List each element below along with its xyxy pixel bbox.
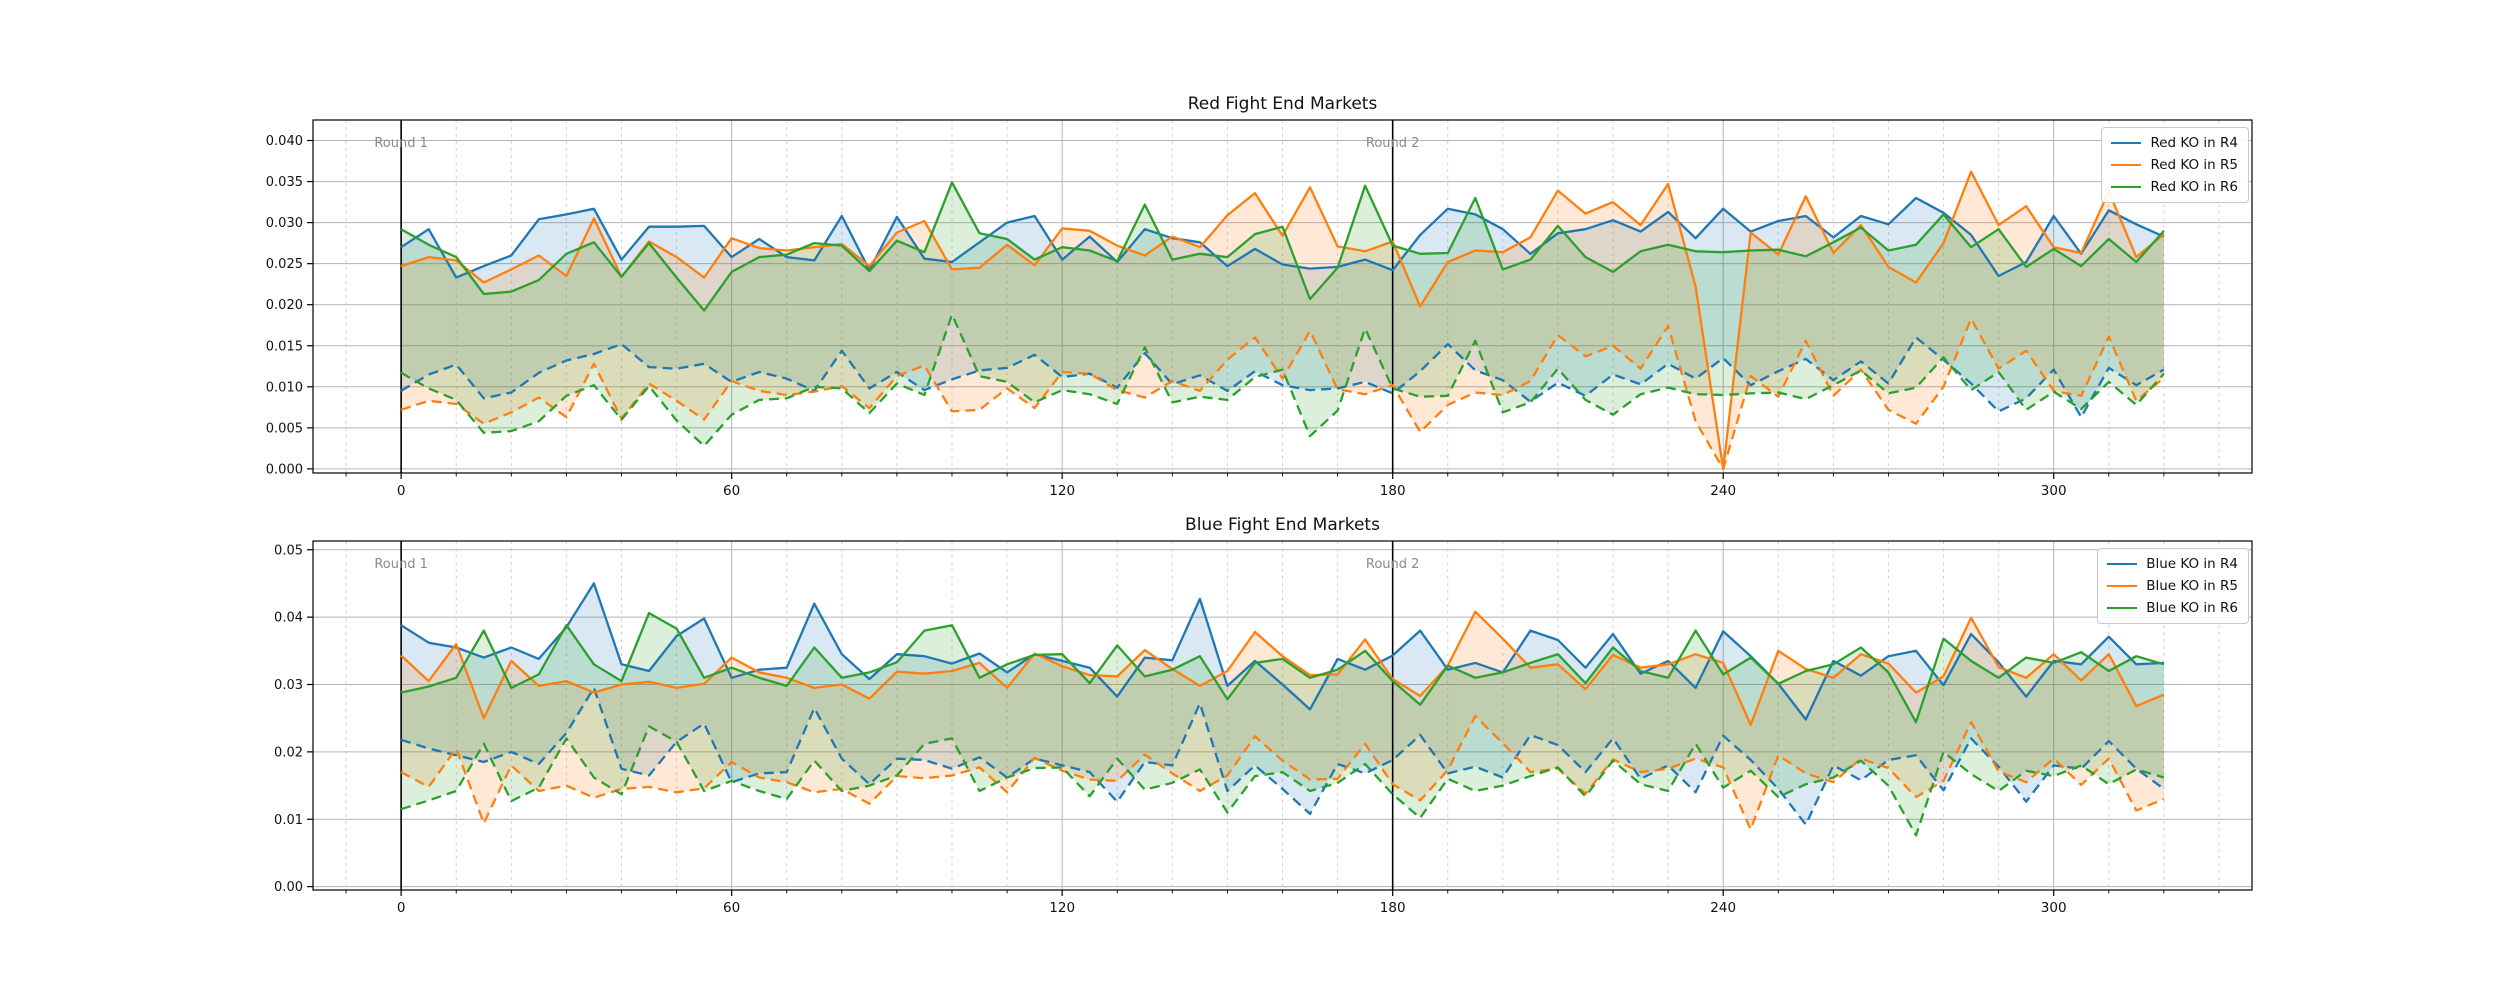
band-fills xyxy=(401,583,2164,836)
x-tick-label: 300 xyxy=(2041,900,2067,916)
axes-frame xyxy=(312,540,2253,891)
series-lines xyxy=(400,582,2165,837)
x-axis: 0 60 120 180 240 300 xyxy=(345,473,2220,499)
blue-chart-legend: Blue KO in R4 Blue KO in R5 Blue KO in R6 xyxy=(2097,548,2249,624)
red-ko-in-r6-upper-line xyxy=(400,181,2165,312)
blue-chart-title: Blue Fight End Markets xyxy=(1185,515,1380,535)
legend-label: Blue KO in R5 xyxy=(2146,578,2238,594)
x-tick-label: 60 xyxy=(723,483,740,499)
y-tick-label: 0.030 xyxy=(266,216,303,231)
red-ko-in-r4-band-fill xyxy=(401,198,2164,418)
y-tick-label: 0.000 xyxy=(266,462,303,477)
y-tick-label: 0.00 xyxy=(274,880,303,895)
blue-ko-in-r4-upper-line xyxy=(400,582,2164,721)
legend-label: Blue KO in R4 xyxy=(2146,556,2238,572)
x-major-gridlines xyxy=(400,120,2055,473)
legend-line-swatch xyxy=(2111,164,2142,166)
x-tick-label: 120 xyxy=(1049,483,1075,499)
x-tick-label: 240 xyxy=(1710,900,1736,916)
x-tick-label: 180 xyxy=(1380,900,1406,916)
y-tick-label: 0.05 xyxy=(274,543,303,558)
legend-item: Blue KO in R4 xyxy=(2107,553,2238,575)
y-tick-label: 0.01 xyxy=(274,813,303,828)
x-tick-label: 0 xyxy=(397,483,406,499)
band-fills xyxy=(401,171,2164,469)
y-tick-label: 0.015 xyxy=(266,339,303,354)
axes-frame xyxy=(312,119,2253,474)
legend-item: Blue KO in R5 xyxy=(2107,575,2238,597)
legend-line-swatch xyxy=(2107,585,2138,587)
legend-item: Blue KO in R6 xyxy=(2107,597,2238,619)
legend-line-swatch xyxy=(2111,186,2142,188)
y-tick-label: 0.03 xyxy=(274,678,303,693)
blue-ko-in-r6-band-fill xyxy=(401,613,2164,836)
blue-ko-in-r4-lower-line xyxy=(400,686,2165,826)
y-tick-label: 0.04 xyxy=(274,611,303,626)
round-1-annotation: Round 1 xyxy=(374,557,428,572)
red-ko-in-r6-lower-line xyxy=(400,313,2165,448)
blue-ko-in-r6-lower-line xyxy=(400,725,2165,837)
y-axis: 0.00 0.01 0.02 0.03 0.04 0.05 xyxy=(274,543,313,895)
round-1-annotation: Round 1 xyxy=(374,136,428,151)
red-ko-in-r4-upper-line xyxy=(400,196,2165,279)
legend-line-swatch xyxy=(2107,607,2138,609)
blue-ko-in-r6-upper-line xyxy=(400,611,2165,724)
legend-label: Red KO in R5 xyxy=(2150,157,2238,173)
red-ko-in-r6-band-fill xyxy=(401,182,2164,446)
red-ko-in-r4-lower-line xyxy=(400,336,2165,419)
red-ko-in-r5-band-fill xyxy=(401,171,2164,469)
red-chart-legend: Red KO in R4 Red KO in R5 Red KO in R6 xyxy=(2101,127,2249,203)
red-ko-in-r5-upper-line xyxy=(400,170,2165,471)
y-tick-label: 0.010 xyxy=(266,380,303,395)
y-major-gridlines xyxy=(313,549,2252,888)
round-marker-lines: Round 1 Round 2 xyxy=(374,120,1419,473)
y-axis: 0.000 0.005 0.010 0.015 0.020 0.025 0.030 0.035… xyxy=(266,134,313,477)
x-tick-label: 300 xyxy=(2041,483,2067,499)
legend-item: Red KO in R6 xyxy=(2111,176,2238,198)
y-tick-label: 0.025 xyxy=(266,257,303,272)
legend-item: Red KO in R5 xyxy=(2111,154,2238,176)
legend-label: Blue KO in R6 xyxy=(2146,600,2238,616)
x-tick-label: 120 xyxy=(1049,900,1075,916)
y-major-gridlines xyxy=(313,140,2252,470)
legend-label: Red KO in R6 xyxy=(2150,179,2238,195)
x-major-gridlines xyxy=(400,541,2055,890)
legend-label: Red KO in R4 xyxy=(2150,135,2238,151)
y-tick-label: 0.005 xyxy=(266,421,303,436)
red-chart-title: Red Fight End Markets xyxy=(1187,94,1378,114)
x-tick-label: 0 xyxy=(397,900,406,916)
x-tick-label: 60 xyxy=(723,900,740,916)
round-marker-lines: Round 1 Round 2 xyxy=(374,541,1419,890)
x-minor-gridlines xyxy=(345,120,2220,473)
series-lines xyxy=(400,170,2165,471)
blue-ko-in-r4-band-fill xyxy=(401,583,2164,825)
round-2-annotation: Round 2 xyxy=(1366,136,1420,151)
y-tick-label: 0.02 xyxy=(274,745,303,760)
red-ko-in-r5-lower-line xyxy=(400,317,2165,471)
legend-item: Red KO in R4 xyxy=(2111,132,2238,154)
legend-line-swatch xyxy=(2111,142,2142,144)
x-axis: 0 60 120 180 240 300 xyxy=(345,890,2220,916)
blue-ko-in-r5-band-fill xyxy=(401,611,2164,830)
legend-line-swatch xyxy=(2107,563,2138,565)
round-2-annotation: Round 2 xyxy=(1366,557,1420,572)
x-tick-label: 180 xyxy=(1380,483,1406,499)
y-tick-label: 0.020 xyxy=(266,298,303,313)
x-tick-label: 240 xyxy=(1710,483,1736,499)
x-minor-gridlines xyxy=(345,541,2220,890)
blue-ko-in-r5-lower-line xyxy=(400,715,2165,831)
y-tick-label: 0.040 xyxy=(266,134,303,149)
blue-ko-in-r5-upper-line xyxy=(400,610,2165,727)
y-tick-label: 0.035 xyxy=(266,175,303,190)
